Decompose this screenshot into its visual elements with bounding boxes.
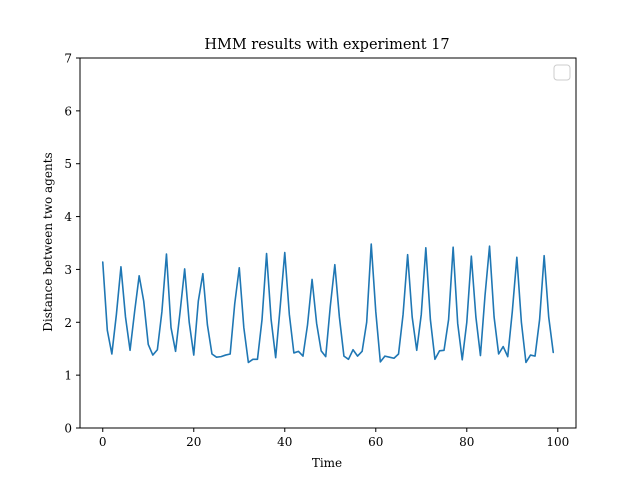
x-tick-label: 40	[277, 435, 292, 449]
y-tick-label: 6	[64, 104, 72, 118]
x-tick-label: 0	[99, 435, 107, 449]
y-tick-label: 1	[64, 369, 72, 383]
x-tick-label: 80	[459, 435, 474, 449]
x-tick-label: 20	[186, 435, 201, 449]
y-tick-label: 7	[64, 52, 72, 66]
x-tick-label: 100	[546, 435, 569, 449]
y-tick-label: 2	[64, 316, 72, 330]
y-tick-label: 5	[64, 157, 72, 171]
y-tick-label: 3	[64, 263, 72, 277]
x-axis-label: Time	[312, 456, 342, 470]
x-tick-label: 60	[368, 435, 383, 449]
y-tick-label: 0	[64, 422, 72, 436]
y-axis-label: Distance between two agents	[41, 152, 55, 331]
plot-frame	[79, 57, 577, 429]
chart-title: HMM results with experiment 17	[204, 37, 449, 53]
legend-box	[553, 64, 571, 81]
series-line	[101, 243, 555, 364]
y-tick-label: 4	[64, 210, 72, 224]
